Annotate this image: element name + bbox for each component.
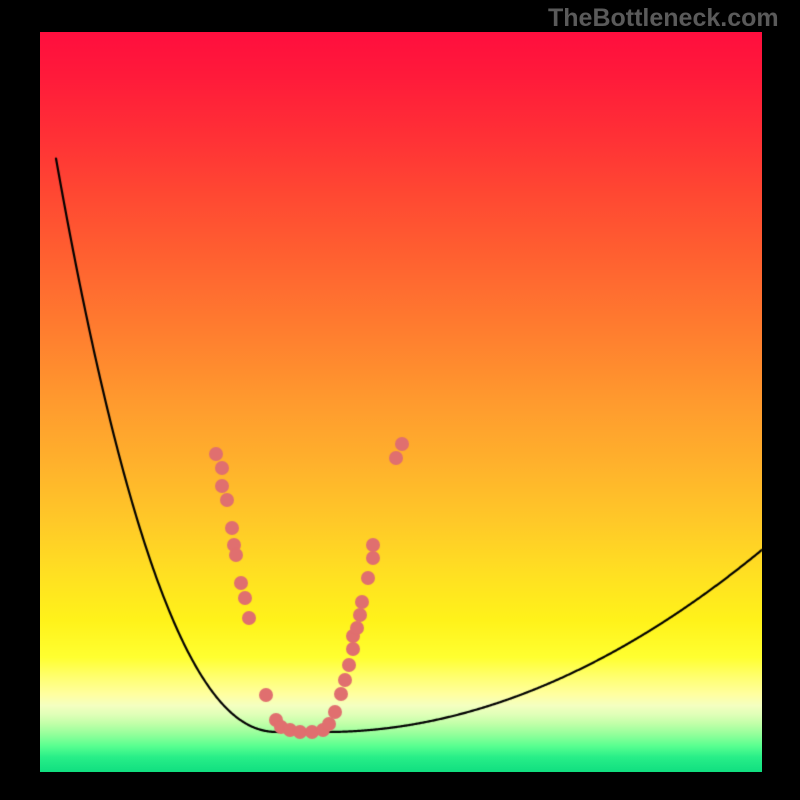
data-point-dots	[0, 0, 800, 800]
chart-stage: TheBottleneck.com	[0, 0, 800, 800]
watermark-text: TheBottleneck.com	[548, 4, 779, 33]
